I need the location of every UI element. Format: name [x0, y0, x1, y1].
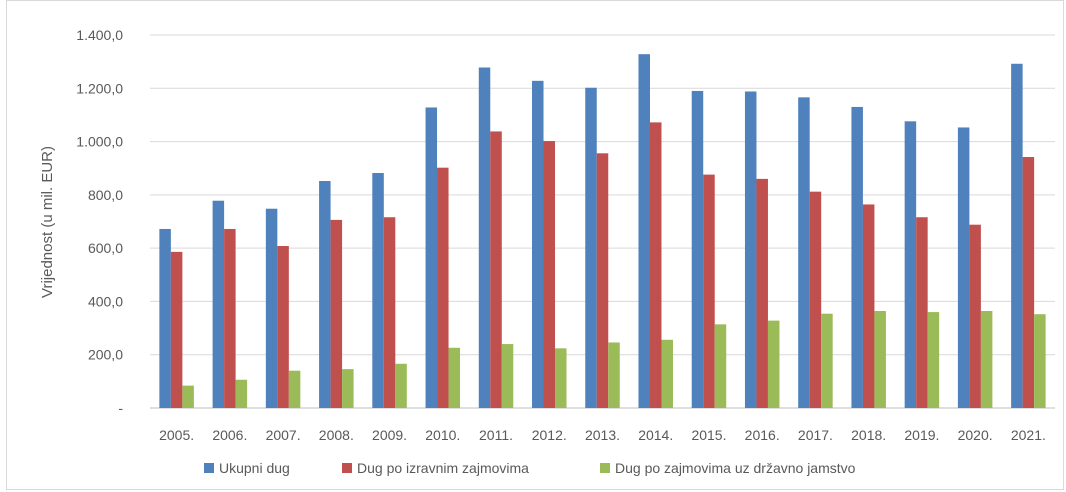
bar [448, 347, 461, 408]
x-tick-label: 2016. [745, 427, 780, 443]
x-tick-label: 2018. [851, 427, 886, 443]
x-tick-label: 2007. [266, 427, 301, 443]
bar [767, 320, 780, 408]
bar [874, 311, 886, 408]
x-tick-label: 2013. [585, 427, 620, 443]
bar [744, 91, 757, 409]
legend-swatch [204, 463, 214, 473]
bar [703, 174, 715, 408]
x-tick-label: 2010. [425, 427, 460, 443]
bar [224, 228, 236, 408]
y-tick-label: - [118, 400, 123, 416]
y-tick-label: 400,0 [88, 293, 123, 309]
y-tick-label: 200,0 [88, 347, 123, 363]
bar [277, 246, 289, 408]
bar [437, 167, 449, 408]
bar [608, 342, 620, 408]
bar [330, 219, 343, 408]
bar [691, 90, 704, 408]
bar [265, 208, 278, 408]
legend-label: Dug po izravnim zajmovima [357, 460, 529, 476]
x-tick-label: 2020. [958, 427, 993, 443]
x-tick-label: 2011. [479, 427, 513, 443]
bar [383, 217, 396, 408]
bar [532, 80, 544, 408]
x-tick-label: 2019. [904, 427, 939, 443]
x-tick-label: 2009. [372, 427, 407, 443]
y-axis-label: Vrijednost (u mil. EUR) [39, 146, 56, 298]
bar [904, 121, 917, 408]
bar [821, 313, 833, 408]
bar [980, 311, 993, 408]
bar [319, 181, 331, 408]
bar [342, 369, 354, 408]
bar [957, 127, 970, 408]
bars [159, 54, 1046, 409]
bar [661, 339, 673, 408]
x-tick-label: 2021. [1011, 427, 1046, 443]
x-tick-label: 2015. [691, 427, 726, 443]
bar [649, 122, 662, 408]
bar [862, 204, 875, 408]
bar [916, 217, 928, 408]
bar [490, 131, 502, 408]
x-tick-label: 2012. [532, 427, 567, 443]
bar [969, 224, 981, 408]
y-tick-label: 1.000,0 [76, 134, 123, 150]
bar [182, 385, 194, 408]
legend-swatch [342, 463, 352, 473]
bar [596, 153, 609, 408]
bar [756, 178, 768, 408]
bar [1034, 314, 1046, 408]
bar [585, 87, 597, 408]
bar [212, 200, 225, 408]
bar [555, 348, 567, 408]
y-tick-label: 1.400,0 [76, 27, 123, 43]
legend-swatch [600, 463, 610, 473]
legend: Ukupni dug Dug po izravnim zajmovima Dug p… [204, 460, 856, 476]
x-tick-label: 2005. [159, 427, 194, 443]
bar [288, 370, 301, 408]
bar [501, 344, 514, 408]
bar [638, 54, 650, 408]
bar [543, 141, 556, 408]
bar [798, 97, 810, 408]
x-tick-label: 2014. [638, 427, 673, 443]
bar [714, 324, 727, 408]
x-tick-label: 2017. [798, 427, 833, 443]
bar [927, 312, 940, 408]
bar [235, 379, 248, 408]
y-tick-label: 600,0 [88, 240, 123, 256]
legend-label: Ukupni dug [219, 460, 290, 476]
x-axis-ticks: 2005. 2006. 2007. 2008. 2009. 2010. 2011. 2012.… [159, 427, 1046, 443]
bar [395, 363, 407, 408]
bar [851, 106, 863, 408]
bar [372, 173, 384, 408]
bar [809, 191, 822, 408]
bar [170, 251, 183, 408]
y-axis-ticks: - 200,0 400,0 600,0 800,0 1.000,0 1.200,0 1.400… [76, 27, 123, 416]
x-tick-label: 2008. [319, 427, 354, 443]
x-tick-label: 2006. [212, 427, 247, 443]
bar [425, 107, 438, 409]
y-tick-label: 800,0 [88, 187, 123, 203]
bar [159, 228, 171, 408]
bar [478, 67, 491, 409]
bar [1011, 63, 1023, 408]
bar [1022, 157, 1035, 408]
legend-label: Dug po zajmovima uz državno jamstvo [615, 460, 856, 476]
y-tick-label: 1.200,0 [76, 80, 123, 96]
